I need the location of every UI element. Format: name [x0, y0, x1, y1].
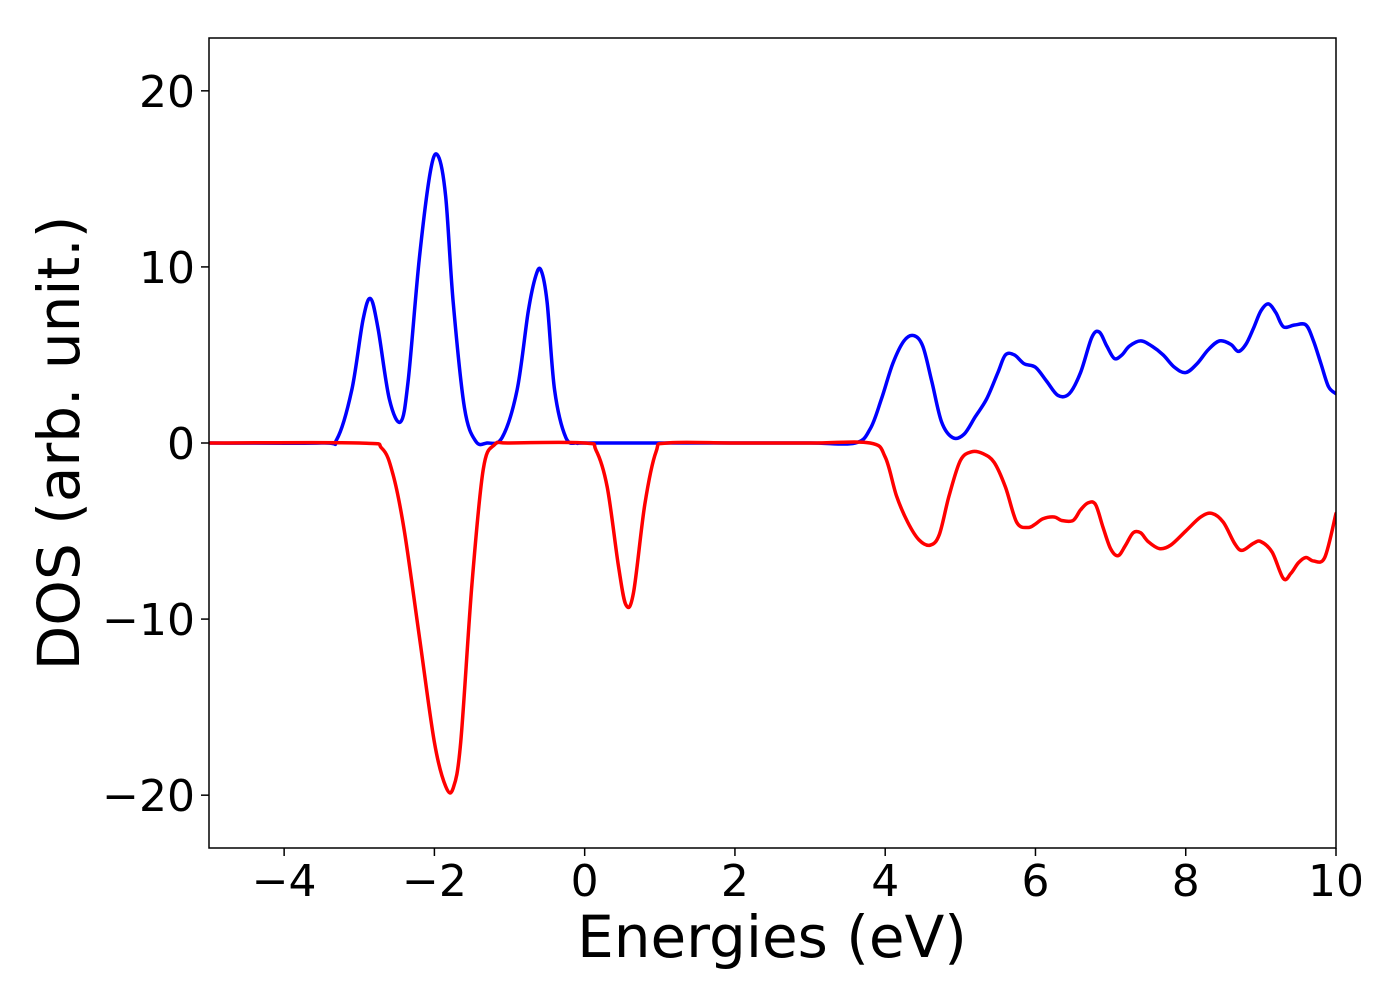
- x-tick-label: 6: [1021, 856, 1049, 907]
- x-tick-label: 2: [721, 856, 749, 907]
- series-line-2: [209, 440, 1336, 795]
- series-line-1: [209, 152, 1336, 447]
- x-tick-label: 8: [1172, 856, 1200, 907]
- y-tick-label: −20: [102, 771, 195, 822]
- x-tick-label: 0: [571, 856, 599, 907]
- x-axis-label: Energies (eV): [577, 903, 967, 971]
- x-tick-label: −2: [402, 856, 467, 907]
- x-tick-label: 10: [1308, 856, 1364, 907]
- y-tick-label: 10: [139, 243, 195, 294]
- y-tick-label: 0: [167, 419, 195, 470]
- y-axis: 20 10 0 −10 −20: [102, 67, 209, 822]
- y-axis-label: DOS (arb. unit.): [25, 216, 93, 671]
- series-layer: [209, 152, 1336, 795]
- y-tick-label: 20: [139, 67, 195, 118]
- x-tick-label: 4: [871, 856, 899, 907]
- y-tick-label: −10: [102, 595, 195, 646]
- x-axis: −4 −2 0 2 4 6 8 10: [252, 848, 1364, 907]
- x-tick-label: −4: [252, 856, 317, 907]
